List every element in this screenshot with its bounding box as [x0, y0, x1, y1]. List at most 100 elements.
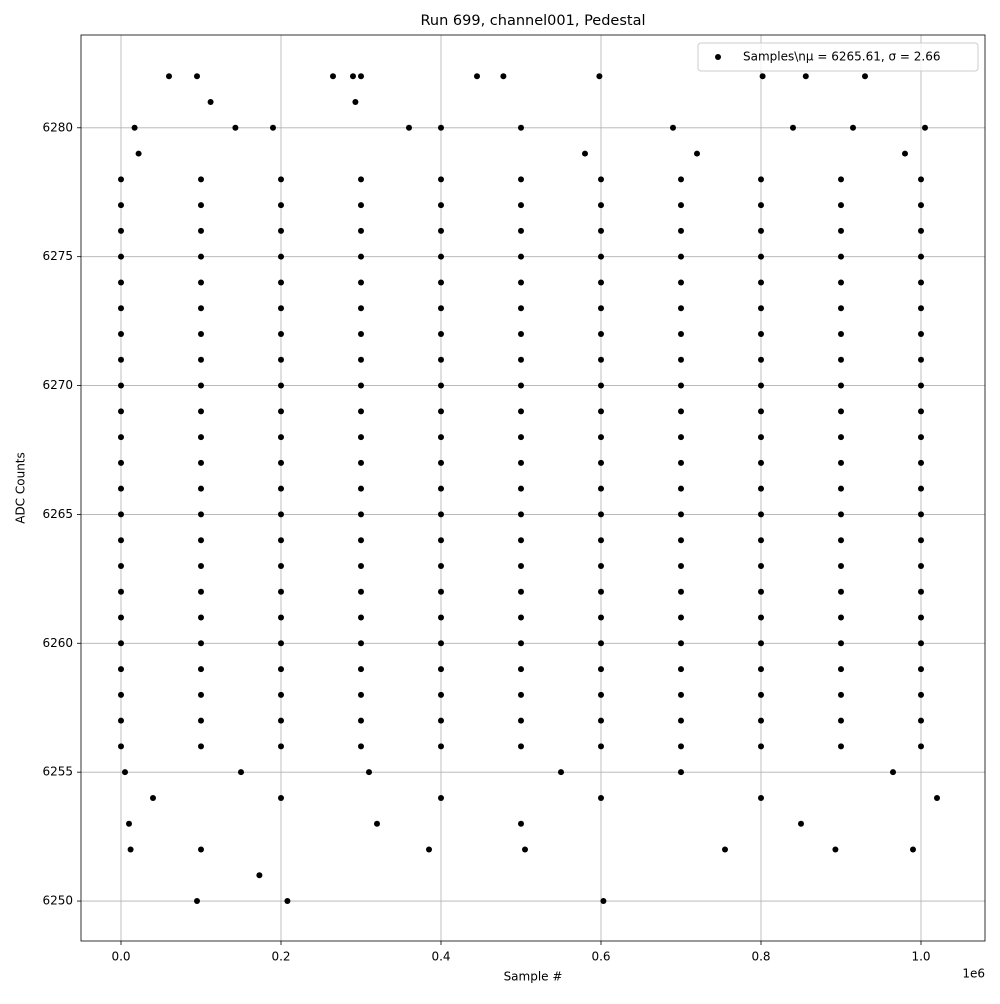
point [890, 769, 896, 776]
point [759, 73, 766, 80]
point [131, 124, 138, 131]
point [838, 614, 844, 621]
point [598, 356, 604, 363]
point [438, 279, 444, 286]
point [198, 459, 204, 466]
point [518, 305, 524, 312]
point [278, 485, 284, 492]
point [438, 227, 444, 234]
point [518, 743, 524, 750]
point [358, 202, 364, 209]
point [198, 511, 204, 518]
point [902, 150, 908, 157]
point [518, 253, 524, 260]
point [438, 717, 444, 724]
point [598, 459, 604, 466]
point [918, 176, 924, 183]
point [918, 562, 924, 569]
point [135, 150, 142, 157]
point [118, 176, 124, 183]
point [518, 227, 524, 234]
point [678, 202, 684, 209]
point [518, 537, 524, 544]
legend: Samples\nμ = 6265.61, σ = 2.66 [697, 42, 979, 72]
point [758, 227, 764, 234]
point [358, 562, 364, 569]
point [278, 202, 284, 209]
x-tick-label: 1.0 [911, 950, 930, 964]
x-axis-label: Sample # [504, 970, 563, 984]
point [598, 227, 604, 234]
point [598, 202, 604, 209]
point [198, 305, 204, 312]
point [198, 176, 204, 183]
point [838, 227, 844, 234]
point [758, 588, 764, 595]
legend-marker [715, 54, 721, 60]
point [198, 408, 204, 415]
point [118, 666, 124, 673]
point [678, 485, 684, 492]
point [918, 305, 924, 312]
point [278, 330, 284, 337]
point [350, 73, 356, 80]
point [910, 846, 916, 853]
point [918, 511, 924, 518]
point [358, 176, 364, 183]
point [118, 640, 124, 647]
point [678, 691, 684, 698]
point [918, 227, 924, 234]
point [678, 614, 684, 621]
point [438, 124, 444, 131]
point [330, 73, 336, 80]
point [438, 511, 444, 518]
point [838, 253, 844, 260]
point [790, 124, 796, 131]
point [166, 73, 172, 80]
points [118, 73, 940, 905]
point [438, 794, 444, 801]
point [150, 794, 156, 801]
point [278, 382, 284, 389]
point [598, 382, 604, 389]
point [918, 537, 924, 544]
point [518, 434, 524, 441]
point [518, 691, 524, 698]
point [438, 666, 444, 673]
y-tick-label: 6265 [42, 507, 73, 521]
point [438, 305, 444, 312]
point [198, 691, 204, 698]
point [758, 794, 764, 801]
point [278, 640, 284, 647]
point [598, 614, 604, 621]
point [678, 640, 684, 647]
point [678, 330, 684, 337]
point [918, 640, 924, 647]
point [358, 537, 364, 544]
point [518, 176, 524, 183]
point [198, 356, 204, 363]
point [678, 666, 684, 673]
point [918, 330, 924, 337]
point [500, 73, 507, 80]
point [758, 743, 764, 750]
point [758, 459, 764, 466]
point [678, 537, 684, 544]
point [838, 640, 844, 647]
point [518, 202, 524, 209]
point [198, 434, 204, 441]
point [558, 769, 564, 776]
point [918, 485, 924, 492]
point [918, 666, 924, 673]
point [670, 124, 676, 131]
y-tick-label: 6270 [42, 378, 73, 392]
point [758, 485, 764, 492]
point [758, 640, 764, 647]
point [358, 73, 364, 80]
point [278, 279, 284, 286]
point [118, 743, 124, 750]
point [838, 511, 844, 518]
point [358, 666, 364, 673]
point [118, 253, 124, 260]
point [438, 459, 444, 466]
